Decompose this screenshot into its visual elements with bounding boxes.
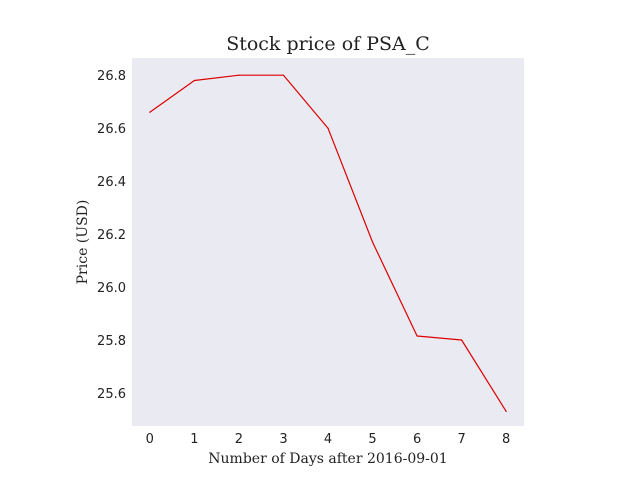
y-axis-ticks: 25.6 25.8 26.0 26.2 26.4 26.6 26.8 <box>97 69 126 402</box>
y-tick-label: 26.4 <box>97 175 126 190</box>
y-tick-label: 25.6 <box>97 387 126 402</box>
series-layer <box>149 74 507 413</box>
x-tick-label: 1 <box>190 432 198 447</box>
x-tick-label: 5 <box>368 432 376 447</box>
data-point <box>505 410 507 413</box>
x-tick-label: 3 <box>279 432 287 447</box>
y-tick-label: 25.8 <box>97 334 126 349</box>
plot-area <box>132 58 524 426</box>
data-point <box>282 74 285 76</box>
y-tick-label: 26.8 <box>97 69 126 84</box>
x-tick-label: 8 <box>502 432 510 447</box>
x-tick-label: 6 <box>413 432 421 447</box>
data-point <box>416 335 418 337</box>
data-point <box>149 111 151 113</box>
x-axis-ticks: 0 1 2 3 4 5 6 7 8 <box>146 432 511 447</box>
x-tick-label: 7 <box>457 432 465 447</box>
y-tick-label: 26.0 <box>97 281 126 296</box>
data-point <box>461 339 463 341</box>
x-tick-label: 4 <box>324 432 332 447</box>
x-tick-label: 0 <box>146 432 154 447</box>
y-axis-label: Price (USD) <box>75 200 91 285</box>
data-point <box>327 127 329 129</box>
y-tick-label: 26.6 <box>97 122 126 137</box>
data-point <box>193 79 195 82</box>
data-point <box>238 74 240 76</box>
data-point <box>371 241 374 243</box>
y-tick-label: 26.2 <box>97 228 126 243</box>
chart-title: Stock price of PSA_C <box>226 33 430 55</box>
x-axis-label: Number of Days after 2016-09-01 <box>208 451 447 467</box>
x-tick-label: 2 <box>235 432 243 447</box>
